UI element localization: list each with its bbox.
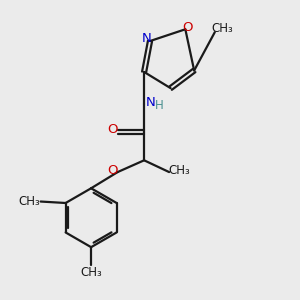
- Text: H: H: [154, 99, 163, 112]
- Text: CH₃: CH₃: [211, 22, 233, 35]
- Text: O: O: [107, 123, 118, 136]
- Text: N: N: [141, 32, 151, 45]
- Text: O: O: [107, 164, 118, 177]
- Text: CH₃: CH₃: [80, 266, 102, 279]
- Text: O: O: [182, 21, 193, 34]
- Text: CH₃: CH₃: [19, 195, 40, 208]
- Text: CH₃: CH₃: [169, 164, 190, 177]
- Text: N: N: [146, 96, 155, 110]
